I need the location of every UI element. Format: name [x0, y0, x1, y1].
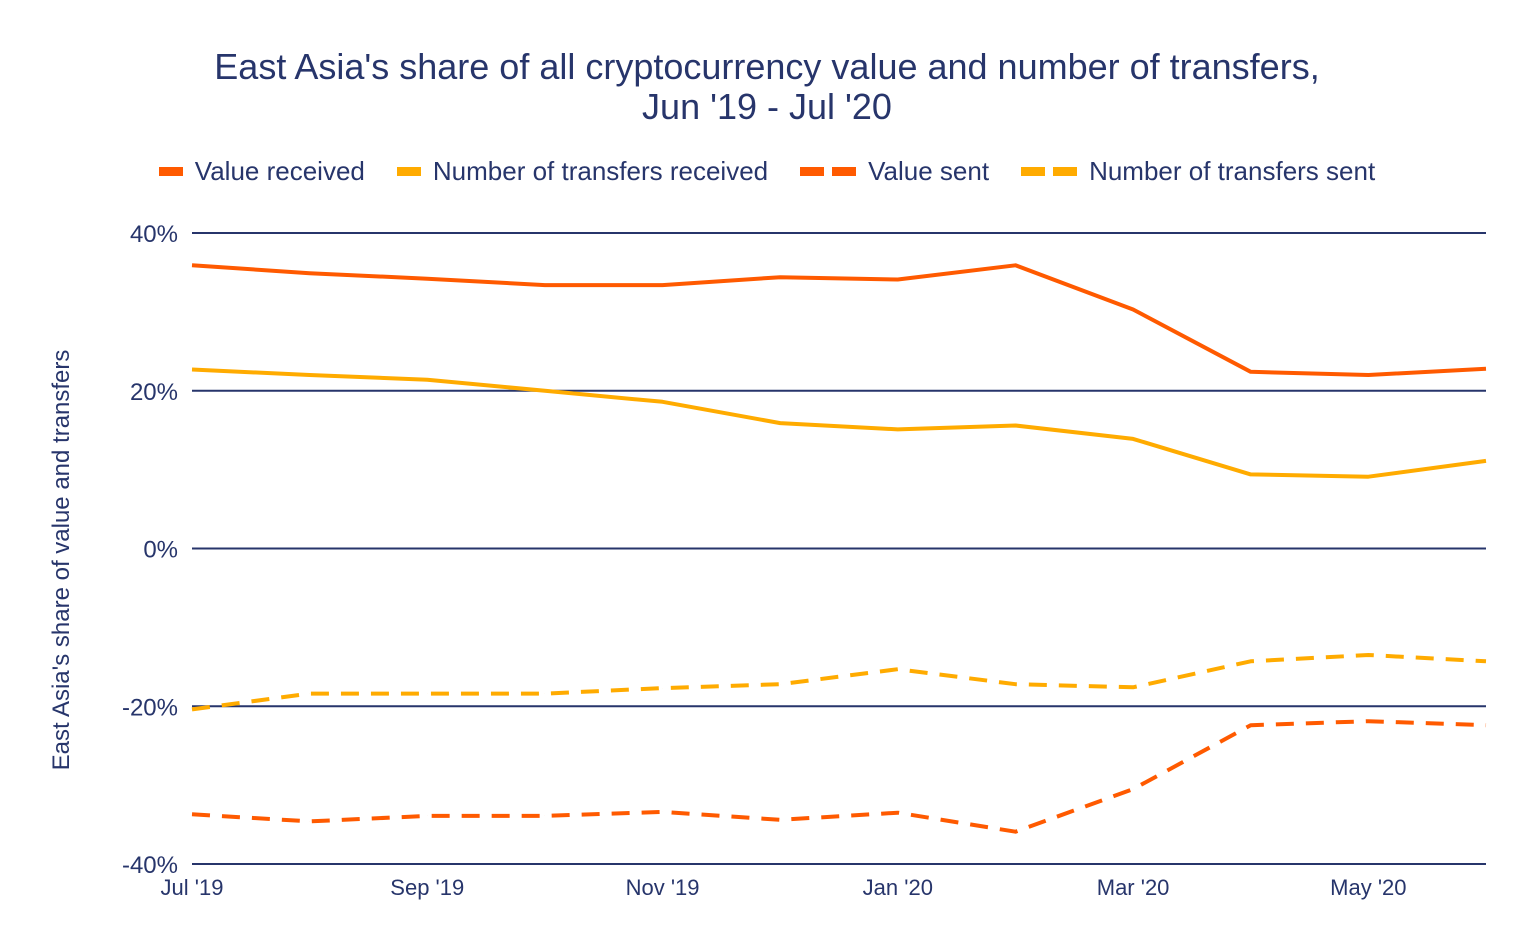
legend-swatch-solid: [396, 167, 421, 176]
series-line-value-sent: [191, 719, 1487, 834]
legend-label: Value sent: [868, 156, 990, 186]
x-tick-label: Jan '20: [863, 875, 933, 900]
legend-label: Number of transfers sent: [1089, 156, 1376, 186]
legend-item-transfers-sent[interactable]: Number of transfers sent: [1021, 156, 1375, 187]
legend-item-transfers-received[interactable]: Number of transfers received: [396, 156, 769, 187]
y-tick-label: 20%: [130, 379, 178, 406]
legend-label: Value received: [194, 156, 365, 186]
legend: Value received Number of transfers recei…: [0, 156, 1534, 187]
chart-subtitle: Jun '19 - Jul '20: [642, 86, 892, 127]
x-tick-label: Jul '19: [161, 875, 224, 900]
chart-title: East Asia's share of all cryptocurrency …: [214, 46, 1320, 87]
legend-label: Number of transfers received: [432, 156, 769, 186]
y-tick-label: -40%: [122, 852, 178, 879]
legend-swatch-dashed: [800, 167, 857, 176]
series-line-number-of-transfers-received: [191, 367, 1487, 479]
series-line-value-received: [191, 263, 1487, 377]
x-tick-label: May '20: [1330, 875, 1406, 900]
series-line-number-of-transfers-sent: [191, 653, 1487, 712]
x-tick-label: Mar '20: [1097, 875, 1170, 900]
legend-item-value-received[interactable]: Value received: [158, 156, 365, 187]
x-tick-label: Sep '19: [390, 875, 464, 900]
legend-swatch-dashed: [1021, 167, 1078, 176]
legend-item-value-sent[interactable]: Value sent: [800, 156, 989, 187]
y-tick-label: 0%: [143, 537, 178, 564]
y-tick-label: 40%: [130, 221, 178, 248]
legend-swatch-solid: [158, 167, 183, 176]
x-tick-label: Nov '19: [626, 875, 700, 900]
y-tick-label: -20%: [122, 694, 178, 721]
